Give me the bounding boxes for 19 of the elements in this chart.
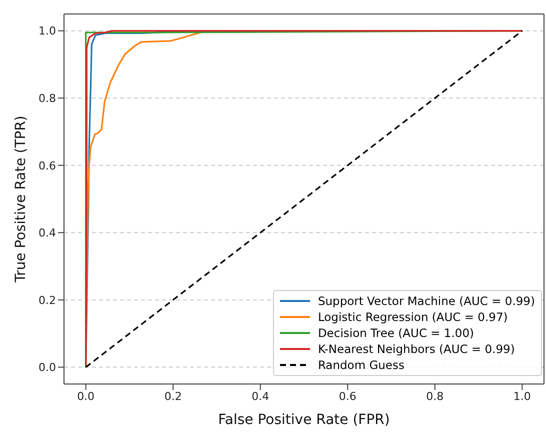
x-tick-label: 0.4 bbox=[252, 390, 270, 403]
legend-label: K-Nearest Neighbors (AUC = 0.99) bbox=[318, 342, 515, 356]
y-tick-label: 0.6 bbox=[38, 159, 56, 172]
x-tick-label: 1.0 bbox=[513, 390, 531, 403]
legend-label: Random Guess bbox=[318, 358, 404, 372]
x-tick-label: 0.8 bbox=[426, 390, 444, 403]
x-tick-label: 0.2 bbox=[164, 390, 182, 403]
y-tick-label: 0.0 bbox=[38, 361, 56, 374]
y-tick-label: 0.4 bbox=[38, 226, 56, 240]
x-tick-label: 0.6 bbox=[338, 390, 356, 403]
x-axis-title: False Positive Rate (FPR) bbox=[218, 412, 390, 428]
y-tick-label: 0.2 bbox=[38, 294, 56, 307]
x-tick-label: 0.0 bbox=[77, 390, 95, 403]
y-axis-title: True Positive Rate (TPR) bbox=[12, 116, 29, 284]
legend-label: Support Vector Machine (AUC = 0.99) bbox=[318, 294, 535, 308]
y-tick-label: 1.0 bbox=[38, 24, 56, 38]
legend-label: Logistic Regression (AUC = 0.97) bbox=[318, 310, 508, 324]
y-tick-label: 0.8 bbox=[38, 92, 56, 105]
legend-label: Decision Tree (AUC = 1.00) bbox=[318, 326, 474, 340]
